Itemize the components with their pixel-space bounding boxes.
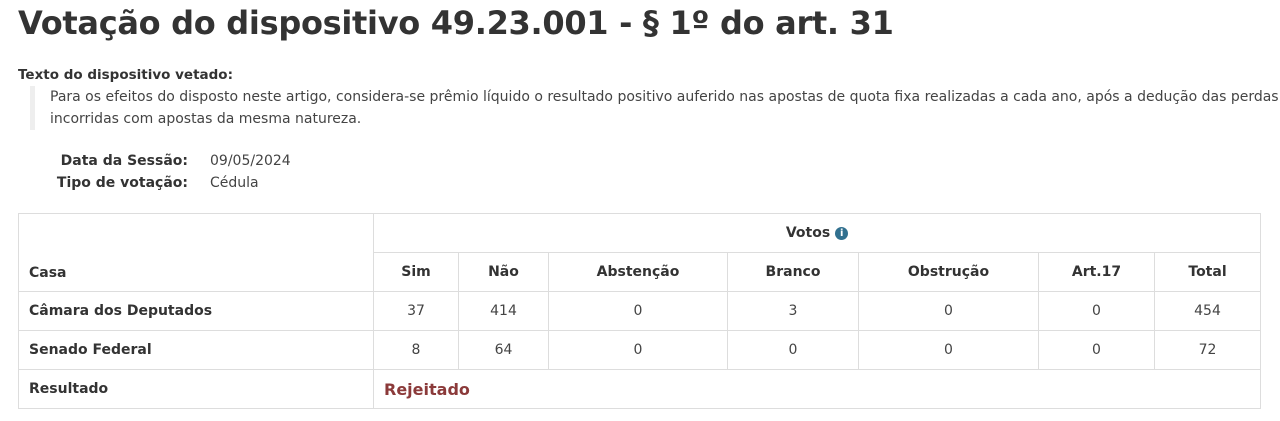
art17-cell: 0 <box>1038 291 1155 331</box>
col-total: Total <box>1154 252 1261 292</box>
col-branco: Branco <box>727 252 859 292</box>
info-icon[interactable]: i <box>835 227 849 240</box>
votes-table: Casa Votos i Sim Não Abstenção Branco Obs… <box>18 213 1261 409</box>
branco-cell: 3 <box>727 291 859 331</box>
table-row: Câmara dos Deputados 37 414 0 3 0 0 454 <box>18 291 1261 331</box>
col-nao: Não <box>458 252 549 292</box>
total-cell: 454 <box>1154 291 1261 331</box>
resultado-value: Rejeitado <box>384 379 470 399</box>
votos-header: Votos <box>785 225 831 241</box>
obstrucao-cell: 0 <box>858 291 1039 331</box>
resultado-row: Resultado Rejeitado <box>18 369 1261 409</box>
casa-header: Casa <box>18 213 374 292</box>
obstrucao-cell: 0 <box>858 330 1039 370</box>
sim-cell: 8 <box>373 330 459 370</box>
abstencao-cell: 0 <box>548 291 728 331</box>
nao-cell: 64 <box>458 330 549 370</box>
data-sessao-value: 09/05/2024 <box>210 153 291 169</box>
col-abstencao: Abstenção <box>548 252 728 292</box>
total-cell: 72 <box>1154 330 1261 370</box>
sim-cell: 37 <box>373 291 459 331</box>
tipo-votacao-value: Cédula <box>210 175 259 191</box>
data-sessao-label: Data da Sessão: <box>60 153 188 169</box>
col-art17: Art.17 <box>1038 252 1155 292</box>
casa-cell: Senado Federal <box>18 330 374 370</box>
col-sim: Sim <box>373 252 459 292</box>
page-title: Votação do dispositivo 49.23.001 - § 1º … <box>18 4 894 42</box>
texto-dispositivo: Para os efeitos do disposto neste artigo… <box>30 86 1280 130</box>
tipo-votacao-label: Tipo de votação: <box>56 175 188 191</box>
nao-cell: 414 <box>458 291 549 331</box>
table-row: Senado Federal 8 64 0 0 0 0 72 <box>18 330 1261 370</box>
resultado-label: Resultado <box>18 369 374 409</box>
texto-label: Texto do dispositivo vetado: <box>18 67 233 83</box>
col-obstrucao: Obstrução <box>858 252 1039 292</box>
abstencao-cell: 0 <box>548 330 728 370</box>
art17-cell: 0 <box>1038 330 1155 370</box>
casa-cell: Câmara dos Deputados <box>18 291 374 331</box>
branco-cell: 0 <box>727 330 859 370</box>
